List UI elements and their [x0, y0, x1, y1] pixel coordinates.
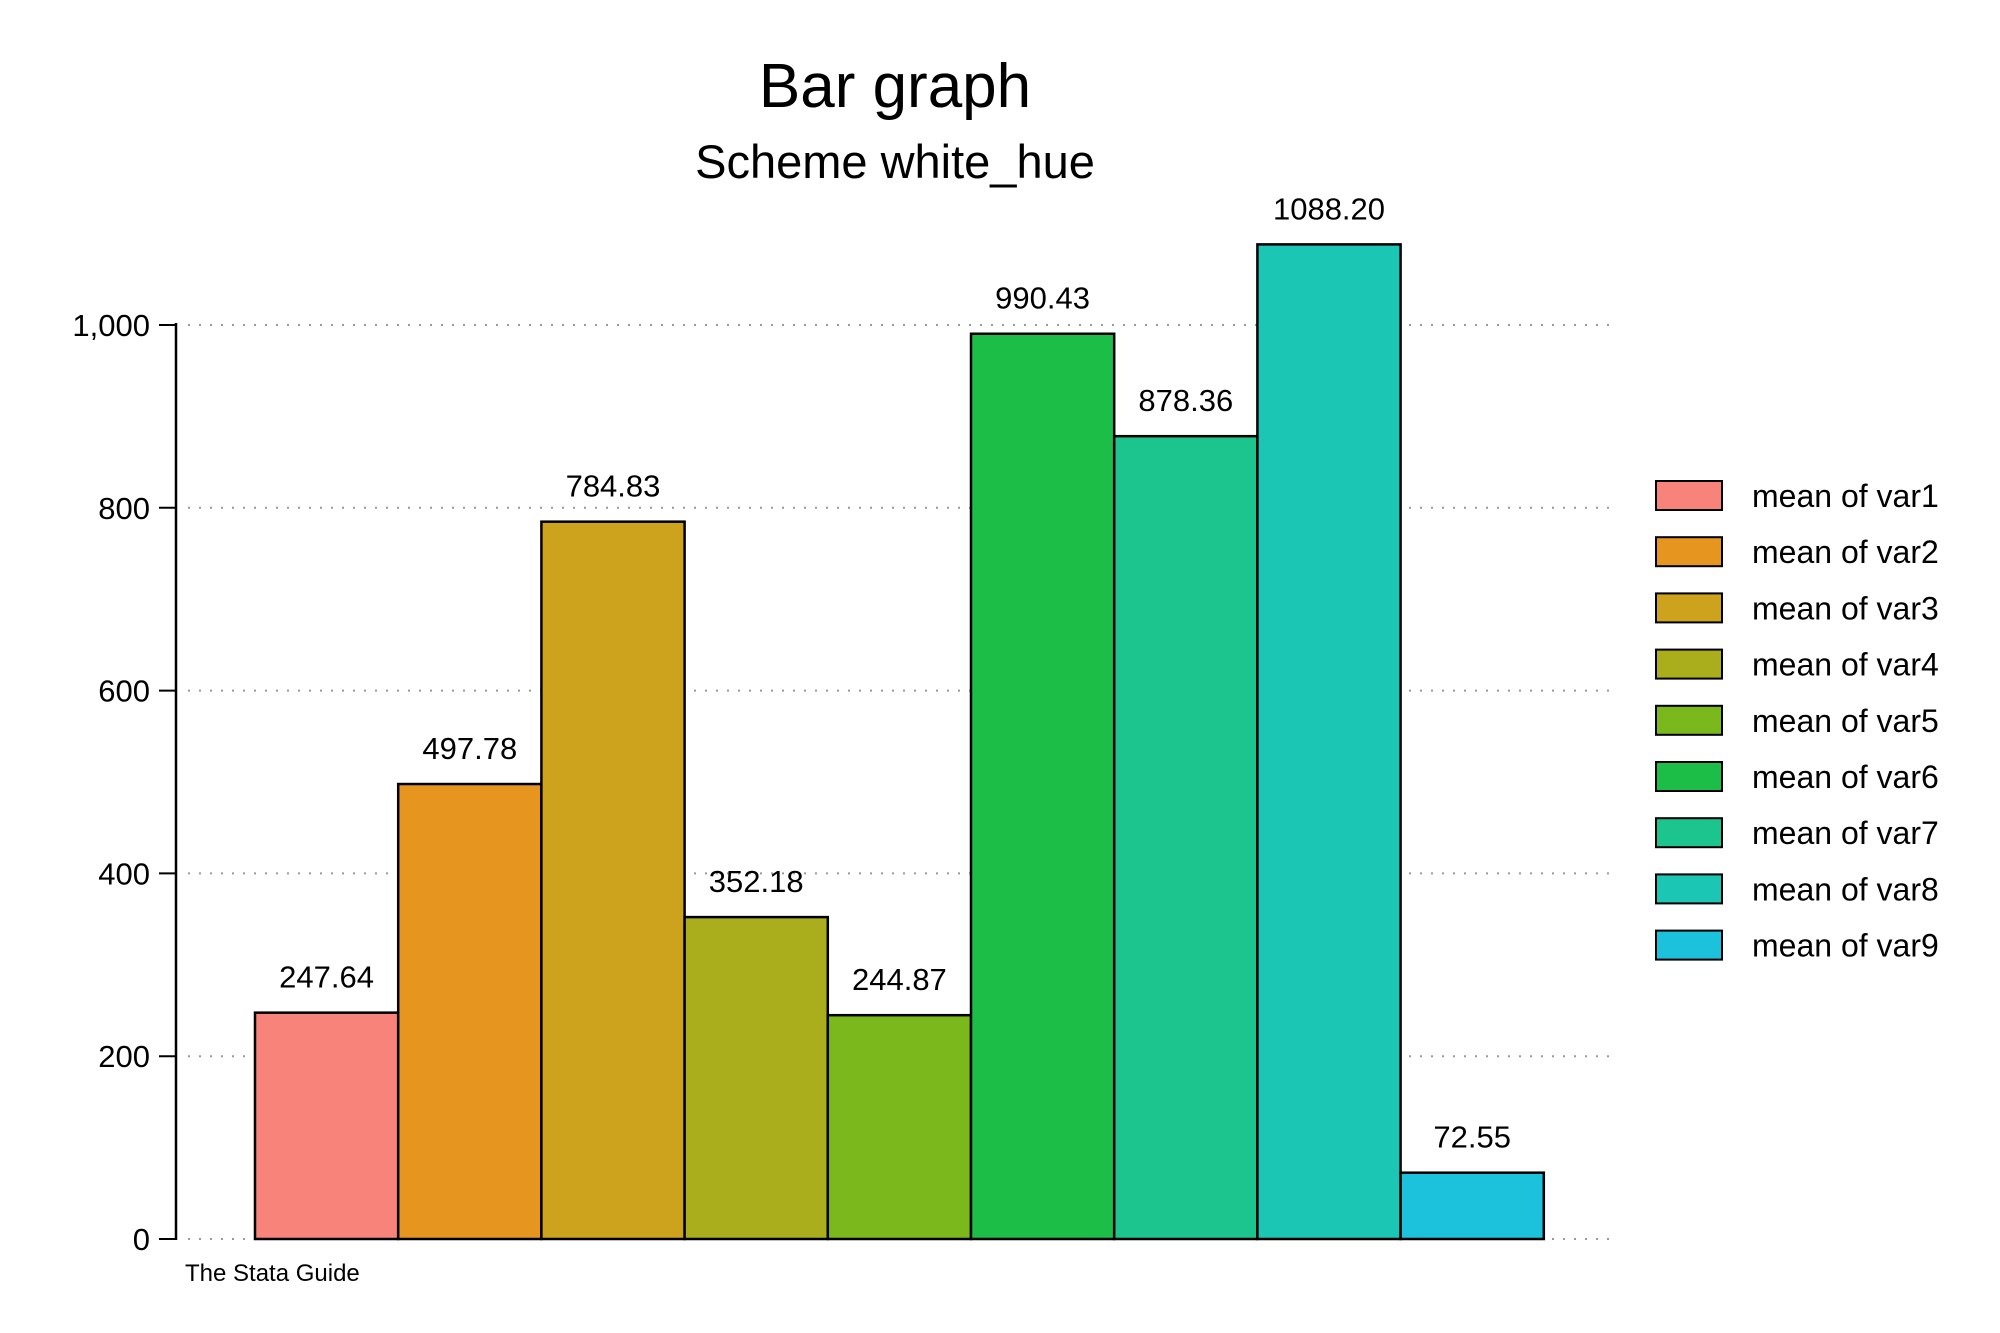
legend-swatch [1655, 929, 1723, 961]
data-label: 990.43 [995, 281, 1090, 316]
legend-swatch [1655, 480, 1723, 511]
data-label: 247.64 [279, 960, 374, 995]
bar [1256, 243, 1402, 1241]
y-tick-label: 0 [133, 1222, 150, 1257]
legend-swatch [1655, 592, 1723, 624]
legend-label: mean of var7 [1752, 815, 1939, 851]
legend-label: mean of var1 [1752, 478, 1939, 514]
y-tick-label: 400 [98, 856, 150, 891]
data-label: 784.83 [566, 469, 661, 504]
bar [253, 1011, 400, 1241]
bar [396, 782, 543, 1241]
legend: mean of var1 mean of var2 mean of var3 mean… [1655, 478, 1939, 964]
legend-label: mean of var2 [1752, 534, 1939, 570]
data-label: 72.55 [1433, 1120, 1511, 1155]
bar [540, 520, 686, 1241]
legend-swatch [1655, 536, 1723, 568]
note-text: The Stata Guide [185, 1260, 360, 1287]
data-label: 352.18 [709, 864, 804, 899]
data-label: 497.78 [422, 731, 517, 766]
y-tick-label: 800 [98, 491, 150, 526]
data-label: 244.87 [852, 962, 947, 997]
legend-label: mean of var6 [1752, 759, 1939, 795]
chart-title: Bar graph [759, 52, 1031, 121]
y-axis: 0 200 400 600 800 1,000 [72, 308, 178, 1257]
legend-swatch [1655, 648, 1723, 680]
legend-label: mean of var9 [1752, 928, 1939, 964]
data-label: 1088.20 [1273, 191, 1385, 226]
y-tick-label: 600 [98, 674, 150, 709]
y-tick-label: 1,000 [72, 308, 150, 343]
data-labels: 247.64 497.78 784.83 352.18 244.87 990.43 878.… [279, 191, 1511, 1154]
bar [1112, 434, 1259, 1241]
data-label: 878.36 [1138, 383, 1233, 418]
legend-label: mean of var5 [1752, 703, 1939, 739]
y-tick-label: 200 [98, 1039, 150, 1074]
bar [826, 1013, 973, 1241]
legend-swatch [1655, 817, 1723, 849]
chart-subtitle: Scheme white_hue [695, 135, 1095, 188]
legend-label: mean of var3 [1752, 590, 1939, 626]
bar [683, 915, 830, 1241]
bar [1399, 1171, 1546, 1241]
bar [969, 332, 1116, 1241]
legend-swatch [1655, 704, 1723, 736]
bars [253, 243, 1546, 1241]
legend-swatch [1655, 761, 1723, 792]
legend-label: mean of var8 [1752, 871, 1939, 907]
legend-swatch [1655, 873, 1723, 905]
legend-label: mean of var4 [1752, 647, 1939, 683]
